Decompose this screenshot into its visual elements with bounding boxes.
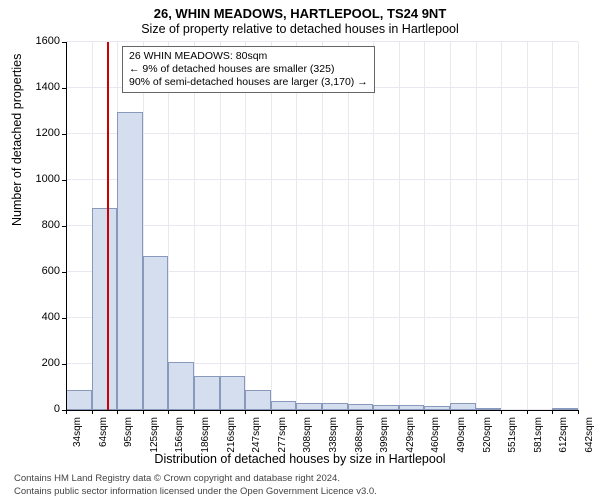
x-tick <box>271 410 272 414</box>
x-tick <box>476 410 477 414</box>
y-tick <box>62 134 66 135</box>
x-tick <box>92 410 93 414</box>
x-tick <box>66 410 67 414</box>
chart-title-address: 26, WHIN MEADOWS, HARTLEPOOL, TS24 9NT <box>0 6 600 21</box>
x-tick <box>552 410 553 414</box>
histogram-bar <box>322 403 348 410</box>
footer-attribution: Contains HM Land Registry data © Crown c… <box>14 473 377 498</box>
histogram-bar <box>194 376 220 411</box>
grid-line-v <box>168 42 169 410</box>
y-tick-label: 1000 <box>20 173 60 185</box>
y-tick-label: 400 <box>20 311 60 323</box>
grid-line-v <box>450 42 451 410</box>
histogram-bar <box>66 390 92 410</box>
histogram-bar <box>92 208 118 410</box>
x-tick <box>501 410 502 414</box>
y-tick <box>62 364 66 365</box>
x-tick <box>348 410 349 414</box>
grid-line-v <box>245 42 246 410</box>
annot-line1: 26 WHIN MEADOWS: 80sqm <box>129 50 368 63</box>
grid-line-v <box>501 42 502 410</box>
y-axis-line <box>66 42 67 410</box>
x-tick <box>143 410 144 414</box>
x-tick <box>527 410 528 414</box>
grid-line-v <box>348 42 349 410</box>
y-tick <box>62 88 66 89</box>
footer-line2: Contains public sector information licen… <box>14 486 377 498</box>
grid-line-v <box>194 42 195 410</box>
grid-line-v <box>399 42 400 410</box>
grid-line-v <box>424 42 425 410</box>
grid-line-v <box>322 42 323 410</box>
annotation-box: 26 WHIN MEADOWS: 80sqm← 9% of detached h… <box>122 46 375 93</box>
histogram-bar <box>271 401 297 410</box>
grid-line-v <box>373 42 374 410</box>
y-tick <box>62 272 66 273</box>
histogram-bar <box>168 362 194 410</box>
grid-line-v <box>220 42 221 410</box>
x-tick <box>450 410 451 414</box>
histogram-bar <box>450 403 476 410</box>
histogram-bar <box>296 403 322 410</box>
grid-line-v <box>476 42 477 410</box>
annot-line2: ← 9% of detached houses are smaller (325… <box>129 63 368 76</box>
grid-line-v <box>296 42 297 410</box>
y-tick-label: 800 <box>20 219 60 231</box>
x-tick <box>194 410 195 414</box>
y-tick-label: 200 <box>20 357 60 369</box>
grid-line-v <box>271 42 272 410</box>
grid-line-v <box>527 42 528 410</box>
x-tick <box>220 410 221 414</box>
plot-area: 26 WHIN MEADOWS: 80sqm← 9% of detached h… <box>66 42 578 410</box>
x-tick <box>373 410 374 414</box>
footer-line1: Contains HM Land Registry data © Crown c… <box>14 473 377 485</box>
y-axis-label: Number of detached properties <box>10 54 24 226</box>
grid-line-v <box>578 42 579 410</box>
x-tick <box>399 410 400 414</box>
annot-line3: 90% of semi-detached houses are larger (… <box>129 76 368 89</box>
y-tick <box>62 180 66 181</box>
y-tick <box>62 42 66 43</box>
y-tick-label: 1400 <box>20 81 60 93</box>
property-marker-line <box>107 42 109 410</box>
grid-line-v <box>552 42 553 410</box>
histogram-bar <box>245 390 271 410</box>
x-tick <box>168 410 169 414</box>
y-tick <box>62 318 66 319</box>
x-axis-label: Distribution of detached houses by size … <box>0 452 600 466</box>
x-tick <box>322 410 323 414</box>
y-tick <box>62 226 66 227</box>
x-tick <box>296 410 297 414</box>
y-tick-label: 600 <box>20 265 60 277</box>
y-tick-label: 0 <box>20 403 60 415</box>
x-tick <box>578 410 579 414</box>
chart-subtitle: Size of property relative to detached ho… <box>0 22 600 36</box>
x-tick <box>117 410 118 414</box>
y-tick-label: 1600 <box>20 35 60 47</box>
histogram-bar <box>143 256 169 410</box>
x-tick <box>424 410 425 414</box>
y-tick-label: 1200 <box>20 127 60 139</box>
histogram-bar <box>220 376 246 411</box>
histogram-bar <box>117 112 143 410</box>
x-tick <box>245 410 246 414</box>
